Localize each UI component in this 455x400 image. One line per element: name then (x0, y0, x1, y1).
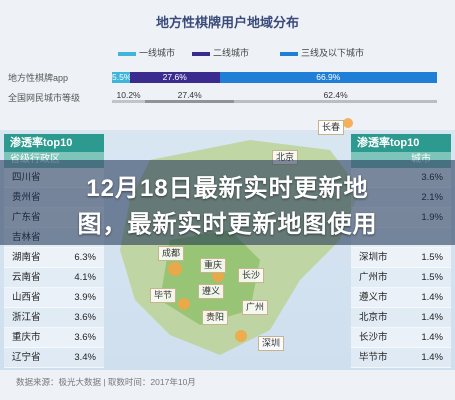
penetration-value: 1.5% (421, 252, 443, 263)
list-item: 云南省 4.1% (4, 268, 104, 288)
region-name: 山西省 (12, 292, 41, 303)
city-dot (235, 330, 247, 342)
region-name: 浙江省 (12, 312, 41, 323)
headline-line-2: 图，最新实时更新地图使用 (77, 211, 378, 238)
chart-title: 地方性棋牌用户地域分布 (155, 15, 299, 30)
penetration-value: 4.1% (74, 272, 96, 283)
legend-label-tier2: 二线城市 (213, 48, 250, 58)
bar-value-label: 27.6% (162, 72, 187, 82)
penetration-value: 3.6% (74, 332, 96, 343)
bar-segment: 27.4% (145, 90, 235, 103)
legend-swatch-tier1 (118, 51, 136, 56)
bar-value-label: 66.9% (316, 72, 341, 82)
city-label: 毕节 (150, 288, 177, 303)
region-name: 遵义市 (359, 292, 388, 303)
list-item: 毕节市 1.4% (351, 348, 451, 368)
list-item: 山西省 3.9% (4, 288, 104, 308)
bar-value-label: 27.4% (177, 90, 202, 100)
region-name: 北京市 (359, 312, 388, 323)
region-name: 重庆市 (12, 332, 41, 343)
region-name: 毕节市 (359, 352, 388, 363)
city-label: 长春 (318, 120, 345, 135)
legend-swatch-tier2 (192, 51, 210, 56)
penetration-value: 1.4% (421, 292, 443, 303)
province-panel-title: 渗透率top10 (4, 134, 104, 152)
legend-item-tier2: 二线城市 (192, 46, 249, 59)
region-name: 广州市 (359, 272, 388, 283)
list-item: 遵义市 1.4% (351, 288, 451, 308)
region-name: 云南省 (12, 272, 41, 283)
city-label: 深圳 (258, 336, 285, 351)
list-item: 浙江省 3.6% (4, 308, 104, 328)
data-source-note: 数据来源：极光大数据 | 取数时间：2017年10月 (16, 377, 196, 387)
region-name: 长沙市 (359, 332, 388, 343)
legend: 一线城市 二线城市 三线及以下城市 (80, 46, 400, 62)
city-label: 贵阳 (202, 310, 229, 325)
list-item: 深圳市 1.5% (351, 248, 451, 268)
city-label: 广州 (242, 300, 269, 315)
legend-item-tier3: 三线及以下城市 (280, 46, 364, 59)
region-name: 深圳市 (359, 252, 388, 263)
headline-line-1: 12月18日最新实时更新地 (86, 175, 369, 202)
bar-value-label: 62.4% (323, 90, 348, 100)
bar-row-label: 全国网民城市等级 (8, 93, 81, 103)
penetration-value: 3.9% (74, 292, 96, 303)
legend-label-tier1: 一线城市 (139, 48, 176, 58)
penetration-value: 3.6% (74, 312, 96, 323)
bar-value-label: 10.2% (116, 90, 141, 100)
list-item: 长沙市 1.4% (351, 328, 451, 348)
region-name: 湖南省 (12, 252, 41, 263)
bar-segment: 27.6% (129, 72, 220, 83)
penetration-value: 1.4% (421, 312, 443, 323)
legend-label-tier3: 三线及以下城市 (301, 48, 365, 58)
city-label: 重庆 (200, 258, 227, 273)
penetration-value: 3.4% (74, 352, 96, 363)
list-item: 北京市 1.4% (351, 308, 451, 328)
bar-segment: 5.5% (112, 72, 132, 83)
city-panel-title: 渗透率top10 (351, 134, 451, 152)
legend-item-tier1: 一线城市 (118, 46, 175, 59)
city-dot (168, 262, 182, 276)
bar-value-label: 5.5% (112, 72, 132, 82)
list-item: 广州市 1.5% (351, 268, 451, 288)
city-label: 成都 (158, 246, 185, 261)
city-dot (212, 270, 224, 282)
city-dot (343, 118, 353, 128)
penetration-value: 1.5% (421, 272, 443, 283)
bar-segment: 62.4% (234, 90, 437, 103)
region-name: 辽宁省 (12, 352, 41, 363)
penetration-value: 1.4% (421, 332, 443, 343)
city-label: 长沙 (238, 268, 265, 283)
city-label: 遵义 (198, 284, 225, 299)
list-item: 湖南省 6.3% (4, 248, 104, 268)
bar-row-label: 地方性棋牌app (8, 73, 69, 83)
list-item: 辽宁省 3.4% (4, 348, 104, 368)
bar-segment: 66.9% (219, 72, 437, 83)
list-item: 重庆市 3.6% (4, 328, 104, 348)
penetration-value: 6.3% (74, 252, 96, 263)
penetration-value: 1.4% (421, 352, 443, 363)
bar-segment: 10.2% (112, 90, 146, 103)
city-dot (178, 298, 190, 310)
headline-overlay: 12月18日最新实时更新地 图，最新实时更新地图使用 (0, 160, 455, 245)
legend-swatch-tier3 (280, 51, 298, 56)
